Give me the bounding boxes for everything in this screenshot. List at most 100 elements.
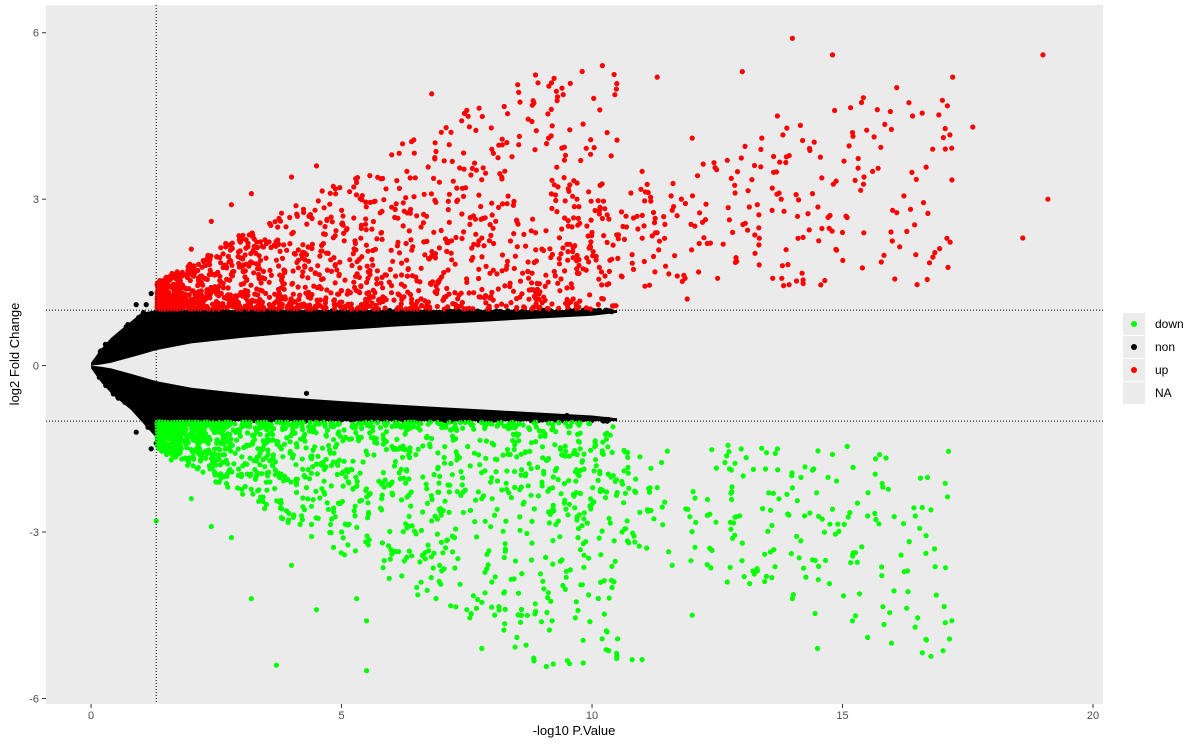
down-point — [385, 543, 392, 549]
down-point — [482, 421, 488, 427]
up-point — [639, 235, 645, 241]
non-point — [279, 312, 285, 318]
down-point — [771, 547, 777, 553]
down-point — [500, 452, 506, 458]
down-point — [607, 520, 613, 526]
down-point — [273, 662, 279, 668]
up-point — [642, 283, 648, 289]
down-point — [538, 619, 545, 625]
up-point — [302, 251, 308, 257]
down-point — [593, 457, 599, 463]
up-point — [561, 175, 567, 181]
up-point — [545, 279, 551, 285]
up-point — [556, 261, 563, 267]
down-point — [419, 552, 425, 558]
up-point — [522, 305, 528, 311]
up-point — [219, 302, 225, 308]
down-point — [324, 427, 331, 433]
non-point — [218, 407, 224, 413]
up-point — [859, 265, 866, 271]
down-point — [524, 530, 530, 537]
up-point — [301, 209, 307, 216]
up-point — [363, 216, 369, 222]
up-point — [213, 298, 219, 305]
down-point — [512, 558, 519, 564]
up-point — [322, 231, 328, 237]
down-point — [450, 437, 456, 443]
up-point — [331, 306, 337, 312]
up-point — [779, 275, 785, 281]
down-point — [280, 454, 286, 460]
up-point — [444, 285, 450, 291]
up-point — [479, 113, 485, 120]
up-point — [414, 278, 420, 284]
down-point — [411, 424, 417, 430]
up-point — [652, 269, 658, 275]
up-point — [595, 301, 601, 308]
non-point — [343, 410, 349, 417]
down-point — [284, 435, 290, 441]
up-point — [380, 175, 386, 182]
down-point — [272, 486, 278, 492]
down-point — [565, 512, 571, 518]
down-point — [543, 663, 549, 670]
up-point — [266, 239, 272, 245]
up-point — [466, 305, 472, 311]
legend-label-na: NA — [1155, 386, 1172, 400]
non-point — [259, 413, 265, 419]
down-point — [420, 474, 426, 480]
down-point — [815, 577, 821, 583]
up-point — [243, 245, 249, 251]
non-point — [219, 317, 226, 324]
up-point — [317, 220, 323, 226]
non-point — [364, 413, 370, 420]
up-point — [552, 192, 559, 198]
up-point — [611, 71, 617, 78]
down-point — [590, 485, 596, 491]
down-point — [437, 473, 443, 479]
down-point — [313, 488, 319, 494]
down-point — [802, 464, 808, 470]
up-point — [378, 280, 384, 286]
up-point — [507, 280, 513, 286]
down-point — [503, 480, 509, 486]
down-point — [260, 457, 266, 463]
down-point — [587, 619, 593, 625]
down-point — [825, 474, 831, 480]
down-point — [577, 430, 583, 436]
up-point — [511, 231, 517, 237]
down-point — [763, 450, 770, 456]
down-point — [648, 465, 654, 471]
down-point — [527, 448, 533, 454]
down-point — [533, 419, 539, 425]
up-point — [599, 282, 605, 288]
up-point — [668, 193, 674, 199]
up-point — [944, 103, 951, 109]
up-point — [281, 267, 287, 273]
down-point — [571, 450, 577, 457]
down-point — [428, 493, 434, 499]
up-point — [253, 250, 259, 256]
down-point — [287, 450, 293, 456]
down-point — [383, 429, 390, 435]
non-point — [234, 313, 240, 319]
down-point — [546, 520, 552, 526]
down-point — [317, 495, 323, 501]
non-point — [294, 315, 300, 321]
down-point — [829, 451, 836, 457]
down-point — [567, 423, 573, 429]
up-point — [583, 145, 589, 151]
down-point — [488, 479, 494, 485]
down-point — [322, 423, 328, 429]
up-point — [399, 141, 406, 147]
down-point — [816, 513, 822, 519]
up-point — [379, 274, 385, 280]
up-point — [271, 242, 277, 248]
up-point — [201, 259, 207, 265]
up-point — [630, 215, 637, 221]
up-point — [284, 247, 290, 253]
up-point — [154, 304, 160, 310]
up-point — [688, 221, 694, 227]
up-point — [340, 305, 346, 311]
up-point — [353, 273, 359, 279]
